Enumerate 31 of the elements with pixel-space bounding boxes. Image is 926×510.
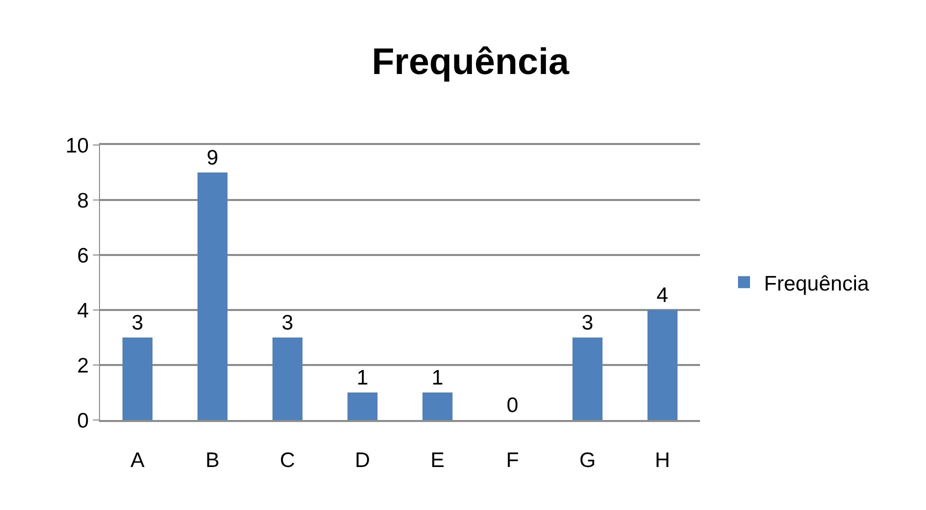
legend-label: Frequência <box>764 272 870 296</box>
chart-title: Frequência <box>372 41 570 82</box>
data-label: 3 <box>132 312 144 334</box>
y-tick-label: 0 <box>77 409 89 432</box>
bar <box>122 338 152 420</box>
data-label: 3 <box>582 312 594 334</box>
y-tick-label: 10 <box>65 134 89 158</box>
y-tick-label: 6 <box>77 244 89 268</box>
data-label: 3 <box>282 312 294 334</box>
data-label: 4 <box>656 284 668 307</box>
bar <box>572 338 602 420</box>
bar <box>198 172 228 420</box>
x-tick-label: H <box>654 448 670 472</box>
bar <box>348 392 378 420</box>
bar <box>422 392 452 420</box>
x-tick-label: C <box>280 448 296 472</box>
x-tick-label: E <box>430 448 445 472</box>
x-tick-label: F <box>506 448 519 472</box>
data-label: 1 <box>356 366 368 390</box>
y-tick-label: 8 <box>77 189 89 212</box>
x-tick-label: B <box>205 448 220 472</box>
data-label: 0 <box>506 394 518 417</box>
data-label: 9 <box>206 146 218 170</box>
y-tick-label: 4 <box>77 299 90 322</box>
bar <box>648 310 678 420</box>
x-tick-label: D <box>354 448 370 472</box>
y-tick-label: 2 <box>77 354 89 378</box>
data-label: 1 <box>432 366 444 390</box>
bar <box>272 338 302 420</box>
x-tick-label: A <box>130 448 145 472</box>
x-tick-label: G <box>579 448 596 472</box>
